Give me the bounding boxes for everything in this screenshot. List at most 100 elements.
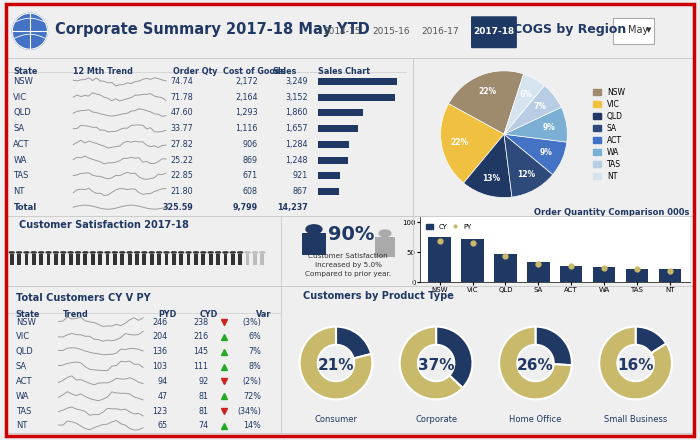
Circle shape (113, 252, 118, 253)
Text: 22%: 22% (478, 87, 496, 96)
Circle shape (253, 252, 258, 253)
Text: Order Quantity Comparison 000s: Order Quantity Comparison 000s (534, 208, 690, 216)
Text: 74: 74 (199, 422, 209, 430)
Text: 2016-17: 2016-17 (421, 27, 458, 36)
Text: 145: 145 (193, 347, 209, 356)
Circle shape (260, 252, 265, 253)
Text: ▼: ▼ (645, 27, 651, 33)
Text: (3%): (3%) (242, 318, 261, 326)
Text: QLD: QLD (15, 347, 34, 356)
Circle shape (127, 252, 132, 253)
Text: State: State (13, 67, 38, 77)
Text: 21%: 21% (318, 359, 354, 374)
Circle shape (149, 252, 154, 253)
FancyBboxPatch shape (25, 254, 28, 265)
Text: 72%: 72% (244, 392, 261, 401)
Circle shape (13, 13, 48, 49)
FancyBboxPatch shape (164, 254, 169, 265)
Text: 12 Mth Trend: 12 Mth Trend (74, 67, 133, 77)
Text: 7%: 7% (248, 347, 261, 356)
Wedge shape (636, 326, 666, 353)
Text: 2,172: 2,172 (235, 77, 258, 86)
Circle shape (83, 252, 88, 253)
Circle shape (9, 252, 14, 253)
Text: Corporate Summary 2017-18 May YTD: Corporate Summary 2017-18 May YTD (55, 22, 370, 37)
Wedge shape (504, 74, 545, 134)
Circle shape (24, 252, 29, 253)
Circle shape (157, 252, 162, 253)
Circle shape (379, 230, 391, 237)
Circle shape (142, 252, 147, 253)
Text: 94: 94 (158, 377, 168, 386)
Text: TAS: TAS (13, 171, 29, 180)
Text: 325.59: 325.59 (162, 203, 193, 212)
Text: 216: 216 (193, 333, 209, 341)
Text: PYD: PYD (159, 310, 177, 319)
FancyBboxPatch shape (318, 172, 340, 179)
Text: 2,164: 2,164 (235, 93, 258, 102)
Text: NSW: NSW (15, 318, 36, 326)
Text: 9%: 9% (540, 148, 552, 157)
FancyBboxPatch shape (202, 254, 205, 265)
Text: Trend: Trend (63, 310, 89, 319)
Text: 608: 608 (243, 187, 258, 196)
FancyBboxPatch shape (172, 254, 176, 265)
Text: 14%: 14% (244, 422, 261, 430)
Wedge shape (336, 326, 371, 359)
Text: 37%: 37% (418, 359, 454, 374)
Text: 16%: 16% (617, 359, 654, 374)
Bar (560, 266, 582, 282)
Circle shape (98, 252, 103, 253)
Circle shape (90, 252, 95, 253)
FancyBboxPatch shape (318, 141, 349, 148)
Text: 1,293: 1,293 (235, 108, 258, 117)
Text: Order Qty: Order Qty (173, 67, 218, 77)
Text: (34%): (34%) (237, 407, 261, 415)
FancyBboxPatch shape (216, 254, 220, 265)
Text: 81: 81 (199, 392, 209, 401)
Text: 47.60: 47.60 (170, 108, 193, 117)
Circle shape (120, 252, 125, 253)
Text: 921: 921 (293, 171, 307, 180)
FancyBboxPatch shape (17, 254, 21, 265)
Bar (527, 262, 550, 282)
FancyBboxPatch shape (318, 110, 363, 117)
Text: Sales: Sales (273, 67, 297, 77)
Circle shape (193, 252, 198, 253)
FancyBboxPatch shape (471, 16, 517, 48)
Bar (428, 238, 451, 282)
Text: State: State (15, 310, 40, 319)
Legend: CY, PY: CY, PY (424, 221, 475, 232)
Text: 136: 136 (153, 347, 168, 356)
Text: Total: Total (13, 203, 36, 212)
Text: Var: Var (256, 310, 272, 319)
Text: 1,116: 1,116 (235, 124, 258, 133)
Text: ACT: ACT (13, 140, 30, 149)
FancyBboxPatch shape (39, 254, 43, 265)
Wedge shape (400, 326, 463, 400)
FancyBboxPatch shape (69, 254, 73, 265)
Circle shape (164, 252, 169, 253)
Bar (659, 269, 681, 282)
Wedge shape (536, 326, 572, 365)
Text: 1,284: 1,284 (285, 140, 307, 149)
Text: 22%: 22% (450, 138, 468, 147)
FancyBboxPatch shape (54, 254, 58, 265)
Text: 671: 671 (243, 171, 258, 180)
FancyBboxPatch shape (260, 254, 264, 265)
Circle shape (238, 252, 243, 253)
Text: (2%): (2%) (242, 377, 261, 386)
Text: 103: 103 (153, 362, 168, 371)
Circle shape (230, 252, 235, 253)
FancyBboxPatch shape (194, 254, 198, 265)
Text: CYD: CYD (199, 310, 218, 319)
FancyBboxPatch shape (158, 254, 161, 265)
Text: VIC: VIC (15, 333, 30, 341)
Text: 13%: 13% (482, 173, 500, 183)
Wedge shape (463, 134, 512, 198)
FancyBboxPatch shape (612, 18, 654, 44)
Wedge shape (504, 134, 553, 197)
Text: COGS by Region: COGS by Region (513, 23, 626, 36)
Wedge shape (504, 85, 561, 134)
Text: 246: 246 (153, 318, 168, 326)
